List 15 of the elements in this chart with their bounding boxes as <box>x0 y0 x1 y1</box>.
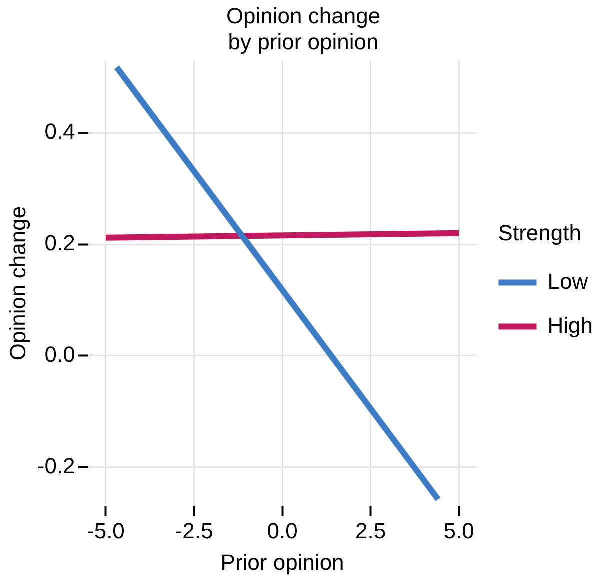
x-tick-label: 0.0 <box>267 518 298 544</box>
x-tick-label: -2.5 <box>175 518 214 544</box>
y-tick-label: 0.4 <box>44 119 76 144</box>
x-tick-label: 2.5 <box>356 518 386 544</box>
y-tick-label: -0.2 <box>37 453 76 478</box>
y-tick-label: 0.2 <box>44 230 76 256</box>
legend-label: Low <box>548 268 588 294</box>
x-tick-label: 5.0 <box>444 518 474 544</box>
legend-label: High <box>548 312 594 338</box>
legend-title: Strength <box>498 220 582 246</box>
y-tick-label: 0.0 <box>44 342 76 367</box>
x-axis-title: Prior opinion <box>220 550 344 575</box>
x-tick-label: -5.0 <box>87 518 125 544</box>
y-axis-title: Opinion change <box>5 206 30 361</box>
chart-title: Opinion change by prior opinion <box>226 3 381 55</box>
